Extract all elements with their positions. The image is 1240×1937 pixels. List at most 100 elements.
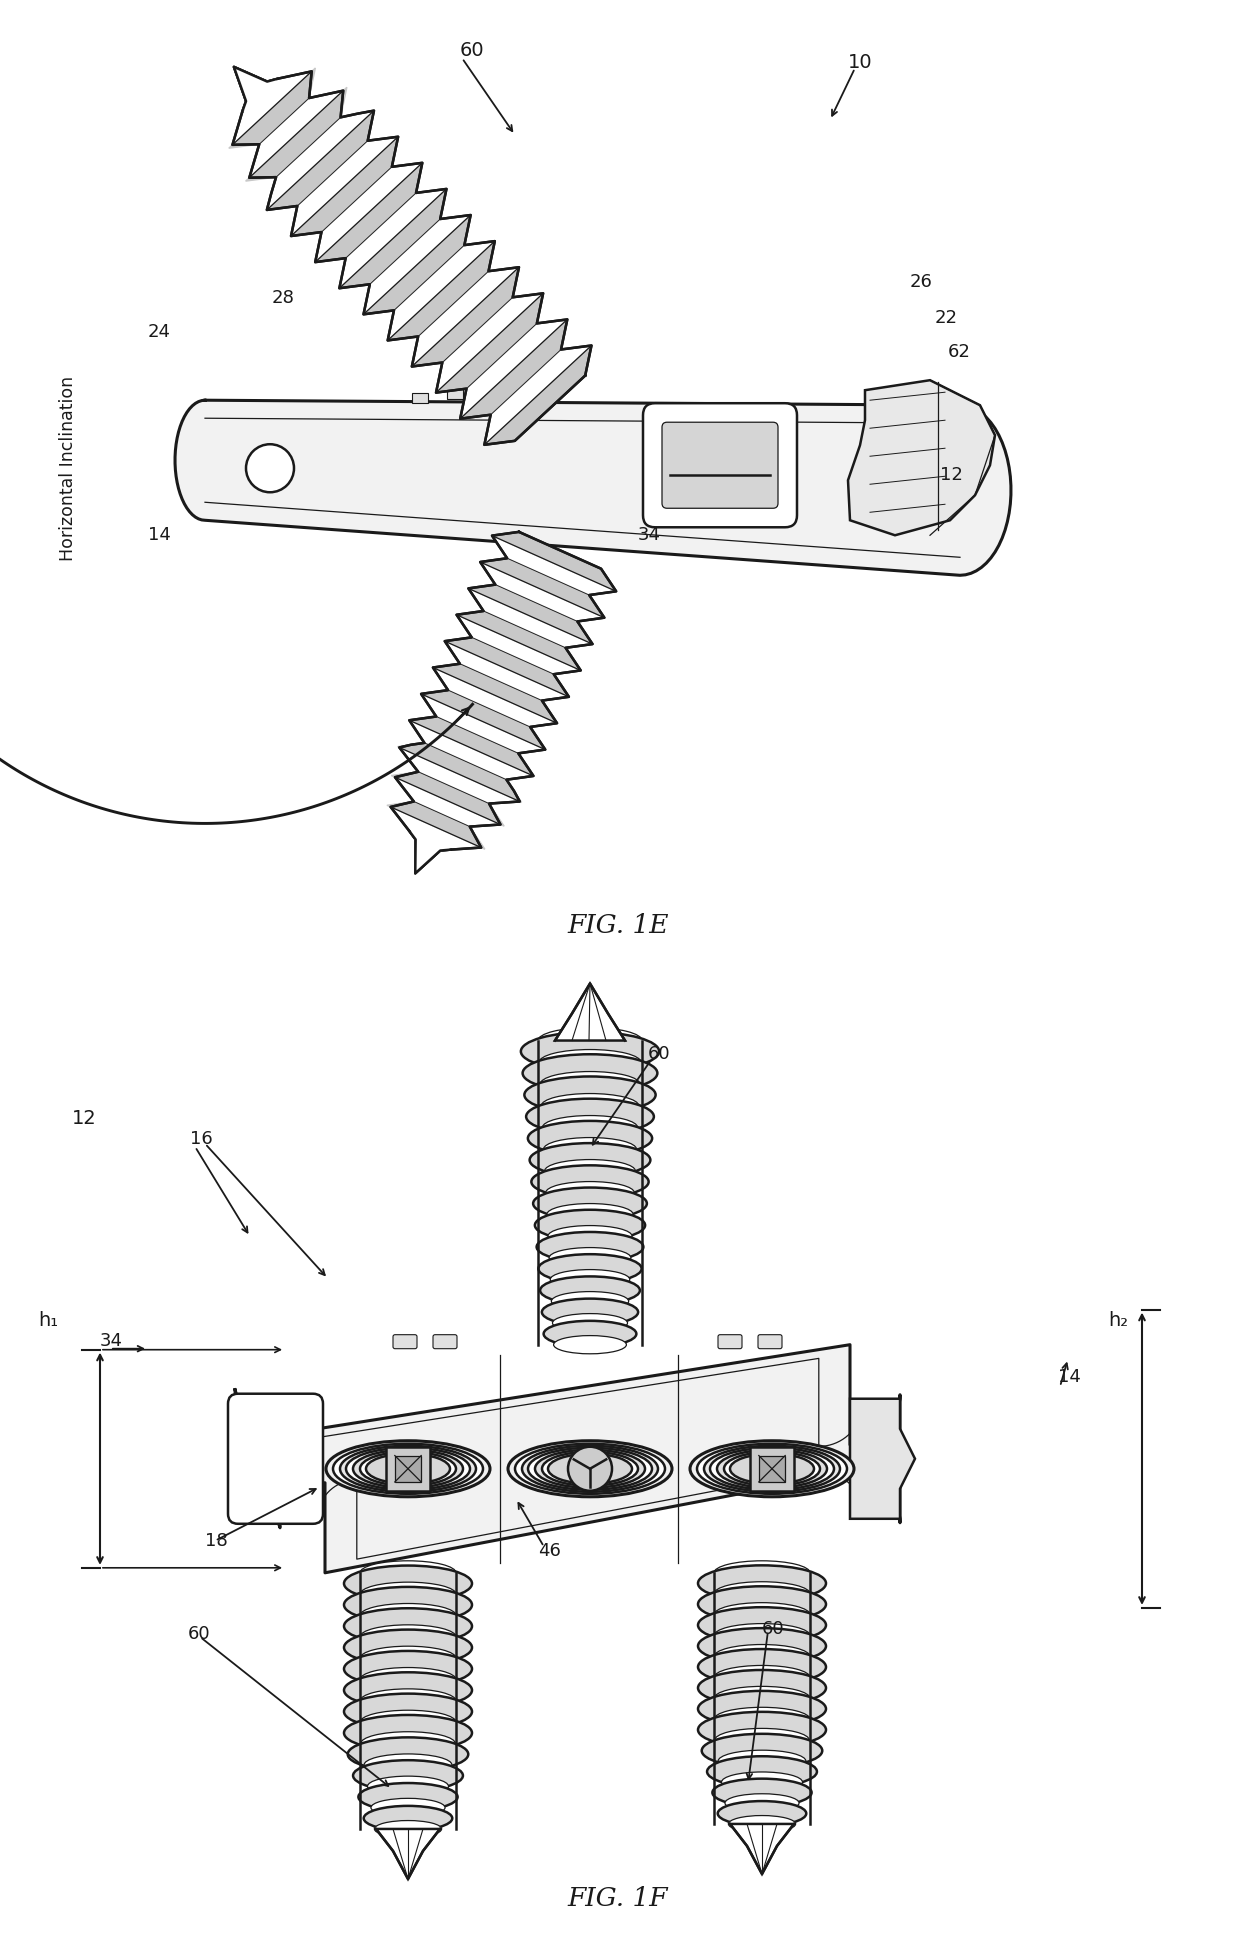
Circle shape bbox=[568, 1447, 613, 1491]
Polygon shape bbox=[732, 411, 748, 420]
Ellipse shape bbox=[542, 1451, 639, 1486]
Ellipse shape bbox=[346, 1447, 470, 1490]
FancyBboxPatch shape bbox=[433, 1335, 458, 1348]
Polygon shape bbox=[267, 110, 374, 209]
Text: 14: 14 bbox=[1058, 1368, 1081, 1385]
Ellipse shape bbox=[698, 1691, 826, 1726]
Text: 60: 60 bbox=[649, 1044, 671, 1063]
Ellipse shape bbox=[542, 1116, 637, 1139]
Ellipse shape bbox=[361, 1732, 455, 1755]
Polygon shape bbox=[412, 267, 520, 366]
Polygon shape bbox=[386, 1447, 430, 1491]
Ellipse shape bbox=[714, 1706, 810, 1732]
Ellipse shape bbox=[508, 1441, 672, 1497]
Polygon shape bbox=[456, 610, 580, 670]
Ellipse shape bbox=[343, 1608, 472, 1645]
Ellipse shape bbox=[718, 1801, 806, 1827]
Ellipse shape bbox=[551, 1269, 630, 1290]
Ellipse shape bbox=[725, 1794, 799, 1813]
Polygon shape bbox=[409, 717, 533, 777]
Polygon shape bbox=[392, 771, 505, 827]
Polygon shape bbox=[480, 558, 604, 618]
Text: FIG. 1E: FIG. 1E bbox=[567, 912, 668, 938]
Ellipse shape bbox=[367, 1776, 449, 1796]
Ellipse shape bbox=[528, 1122, 652, 1156]
Polygon shape bbox=[388, 240, 495, 341]
Polygon shape bbox=[340, 190, 446, 289]
Text: FIG. 1F: FIG. 1F bbox=[568, 1887, 668, 1912]
Text: 12: 12 bbox=[940, 467, 963, 484]
Ellipse shape bbox=[528, 1447, 652, 1490]
Ellipse shape bbox=[546, 1182, 634, 1203]
Text: h₂: h₂ bbox=[1109, 1311, 1128, 1331]
Text: 24: 24 bbox=[148, 323, 171, 341]
Polygon shape bbox=[446, 389, 463, 399]
Ellipse shape bbox=[360, 1451, 456, 1486]
Ellipse shape bbox=[532, 1166, 649, 1199]
Ellipse shape bbox=[714, 1728, 810, 1753]
Ellipse shape bbox=[360, 1646, 456, 1670]
FancyBboxPatch shape bbox=[758, 1335, 782, 1348]
Ellipse shape bbox=[698, 1648, 826, 1685]
Ellipse shape bbox=[371, 1798, 445, 1817]
Ellipse shape bbox=[698, 1670, 826, 1706]
Polygon shape bbox=[750, 1447, 794, 1491]
Polygon shape bbox=[482, 385, 498, 397]
Ellipse shape bbox=[360, 1668, 456, 1691]
Polygon shape bbox=[229, 68, 315, 149]
Text: 18: 18 bbox=[205, 1532, 228, 1550]
Ellipse shape bbox=[538, 1253, 641, 1282]
Ellipse shape bbox=[547, 1203, 634, 1224]
Text: 10: 10 bbox=[848, 52, 873, 72]
Ellipse shape bbox=[689, 1441, 854, 1497]
Ellipse shape bbox=[374, 1821, 441, 1838]
Circle shape bbox=[246, 444, 294, 492]
Ellipse shape bbox=[541, 1276, 640, 1304]
Ellipse shape bbox=[343, 1693, 472, 1730]
Ellipse shape bbox=[541, 1071, 640, 1096]
Ellipse shape bbox=[360, 1710, 456, 1734]
Polygon shape bbox=[246, 87, 347, 182]
Ellipse shape bbox=[534, 1211, 645, 1240]
Ellipse shape bbox=[724, 1451, 820, 1486]
Polygon shape bbox=[391, 533, 616, 874]
Ellipse shape bbox=[713, 1778, 812, 1807]
Text: 34: 34 bbox=[100, 1333, 123, 1350]
Ellipse shape bbox=[543, 1137, 636, 1160]
Ellipse shape bbox=[534, 1449, 645, 1488]
Text: h₁: h₁ bbox=[38, 1311, 58, 1331]
Ellipse shape bbox=[343, 1650, 472, 1687]
Ellipse shape bbox=[730, 1455, 813, 1484]
Polygon shape bbox=[460, 320, 567, 418]
FancyBboxPatch shape bbox=[644, 403, 797, 527]
Polygon shape bbox=[759, 1455, 785, 1482]
Text: 28: 28 bbox=[272, 289, 295, 308]
Text: 34: 34 bbox=[639, 527, 661, 544]
Ellipse shape bbox=[360, 1583, 456, 1606]
Polygon shape bbox=[398, 744, 522, 802]
Ellipse shape bbox=[718, 1751, 806, 1772]
Ellipse shape bbox=[717, 1449, 827, 1488]
Ellipse shape bbox=[353, 1761, 463, 1792]
Ellipse shape bbox=[704, 1445, 839, 1491]
Polygon shape bbox=[485, 345, 591, 446]
Ellipse shape bbox=[549, 1247, 631, 1269]
Text: 60: 60 bbox=[188, 1625, 211, 1643]
Polygon shape bbox=[768, 409, 782, 418]
FancyBboxPatch shape bbox=[393, 1335, 417, 1348]
Polygon shape bbox=[730, 1825, 794, 1873]
Ellipse shape bbox=[698, 1629, 826, 1664]
Ellipse shape bbox=[353, 1449, 463, 1488]
Text: Horizontal Inclination: Horizontal Inclination bbox=[60, 376, 77, 562]
Ellipse shape bbox=[334, 1443, 484, 1493]
Ellipse shape bbox=[728, 1815, 796, 1832]
Ellipse shape bbox=[360, 1604, 456, 1627]
Polygon shape bbox=[236, 1344, 900, 1573]
Text: 16: 16 bbox=[190, 1129, 213, 1147]
Polygon shape bbox=[492, 533, 616, 591]
Ellipse shape bbox=[360, 1625, 456, 1648]
Ellipse shape bbox=[698, 1712, 826, 1747]
Ellipse shape bbox=[360, 1689, 456, 1712]
Ellipse shape bbox=[698, 1586, 826, 1621]
Ellipse shape bbox=[366, 1455, 450, 1484]
